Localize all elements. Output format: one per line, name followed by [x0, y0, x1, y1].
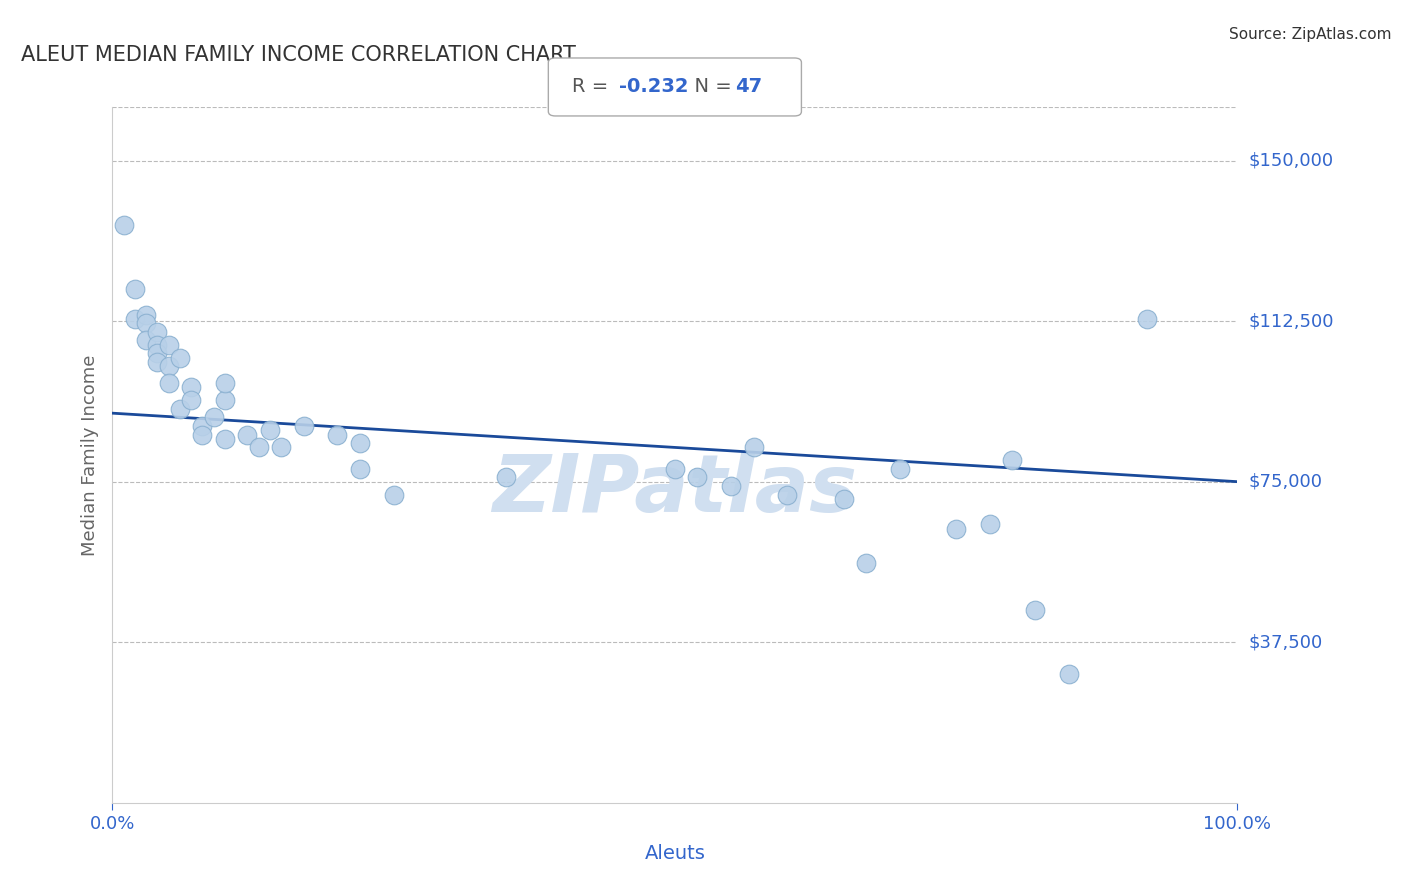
- Point: [349, 436, 371, 450]
- Point: [720, 479, 742, 493]
- Point: [214, 432, 236, 446]
- Point: [169, 401, 191, 416]
- Point: [124, 282, 146, 296]
- Point: [686, 470, 709, 484]
- Point: [191, 427, 214, 442]
- Point: [135, 334, 157, 348]
- Point: [776, 487, 799, 501]
- Point: [191, 419, 214, 434]
- Text: $150,000: $150,000: [1249, 152, 1333, 169]
- Point: [247, 441, 270, 455]
- Point: [180, 380, 202, 394]
- Point: [382, 487, 405, 501]
- Point: [832, 491, 855, 506]
- Point: [135, 308, 157, 322]
- Point: [146, 346, 169, 360]
- Point: [135, 316, 157, 330]
- Point: [292, 419, 315, 434]
- Point: [349, 462, 371, 476]
- Text: R =: R =: [572, 78, 614, 96]
- Point: [664, 462, 686, 476]
- Point: [1001, 453, 1024, 467]
- Point: [124, 312, 146, 326]
- X-axis label: Aleuts: Aleuts: [644, 844, 706, 863]
- Point: [855, 556, 877, 570]
- Point: [214, 393, 236, 408]
- Point: [146, 337, 169, 351]
- Text: -0.232: -0.232: [619, 78, 688, 96]
- Point: [1024, 603, 1046, 617]
- Text: $75,000: $75,000: [1249, 473, 1323, 491]
- Text: Source: ZipAtlas.com: Source: ZipAtlas.com: [1229, 27, 1392, 42]
- Point: [157, 376, 180, 391]
- Point: [236, 427, 259, 442]
- Y-axis label: Median Family Income: Median Family Income: [80, 354, 98, 556]
- Point: [259, 423, 281, 437]
- Point: [945, 522, 967, 536]
- Point: [157, 337, 180, 351]
- Point: [157, 359, 180, 373]
- Point: [742, 441, 765, 455]
- Point: [169, 351, 191, 365]
- Point: [495, 470, 517, 484]
- Text: $112,500: $112,500: [1249, 312, 1334, 330]
- Text: ZIPatlas: ZIPatlas: [492, 450, 858, 529]
- Text: ALEUT MEDIAN FAMILY INCOME CORRELATION CHART: ALEUT MEDIAN FAMILY INCOME CORRELATION C…: [21, 45, 576, 64]
- Point: [326, 427, 349, 442]
- Point: [202, 410, 225, 425]
- Text: 47: 47: [735, 78, 762, 96]
- Point: [180, 393, 202, 408]
- Text: $37,500: $37,500: [1249, 633, 1323, 651]
- Point: [112, 218, 135, 232]
- Point: [146, 355, 169, 369]
- Point: [979, 517, 1001, 532]
- Point: [214, 376, 236, 391]
- Point: [1057, 667, 1080, 681]
- Point: [889, 462, 911, 476]
- Point: [146, 325, 169, 339]
- Text: N =: N =: [682, 78, 738, 96]
- Point: [270, 441, 292, 455]
- Point: [1136, 312, 1159, 326]
